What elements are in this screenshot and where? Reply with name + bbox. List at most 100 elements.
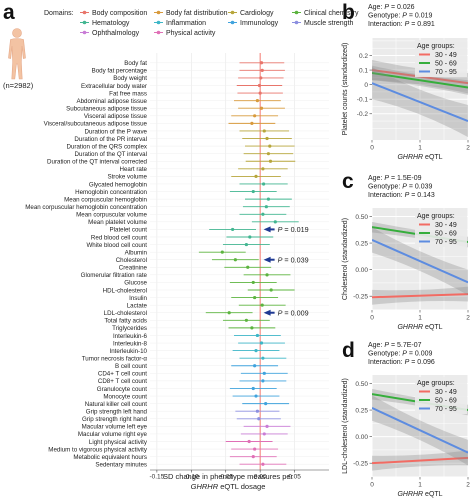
phenotype-label-grip-strength-left-hand: Grip strength left hand (86, 408, 148, 415)
forest-row-extracellular-body-water (236, 83, 283, 88)
phenotype-label-glycated-hemoglobin: Glycated hemoglobin (89, 181, 148, 188)
point-estimate-interleukin-8 (259, 341, 264, 345)
point-estimate-insulin (253, 295, 257, 300)
panel-b-letter: b (342, 1, 355, 24)
phenotype-label-duration-of-the-p-wave: Duration of the P wave (85, 128, 148, 135)
panel-c-x-tick-label: 0 (370, 315, 374, 322)
phenotype-label-body-fat: Body fat (124, 60, 147, 67)
panel-d-y-tick-label: 0.50 (355, 381, 368, 388)
point-estimate-natural-killer-cell-count (264, 402, 268, 406)
phenotype-label-stroke-volume: Stroke volume (107, 174, 147, 181)
legend-label-inflammation: Inflammation (166, 20, 206, 27)
phenotype-label-platelet-count: Platelet count (110, 227, 148, 234)
forest-row-platelet-count (209, 227, 257, 232)
forest-row-cd4-t-cell-count (240, 371, 288, 375)
point-estimate-granulocyte-count (251, 386, 255, 391)
forest-x-axis-label-line2: GHRHR eQTL dosage (191, 482, 266, 491)
panel-c-y-tick-label: 0.25 (355, 240, 368, 247)
legend-item-physical-activity: Physical activity (154, 30, 216, 37)
forest-row-visceral-subcutaneous-adipose-tissue (228, 121, 276, 125)
phenotype-label-body-weight: Body weight (113, 75, 147, 82)
panel-c-y-axis-label: Cholesterol (standardized) (342, 218, 349, 300)
forest-row-grip-strength-left-hand (235, 409, 280, 413)
point-estimate-ldl-cholesterol (227, 311, 231, 315)
point-estimate-albumin (220, 250, 224, 254)
regression-line-30-49 (372, 456, 468, 465)
point-estimate-platelet-count (231, 227, 235, 232)
forest-row-interleukin-10 (232, 349, 280, 353)
forest-row-b-cell-count (231, 364, 279, 368)
phenotype-label-body-fat-percentage: Body fat percentage (92, 68, 148, 75)
forest-row-white-blood-cell-count (222, 242, 270, 247)
annotation-platelet-count: P = 0.019 (263, 225, 309, 234)
legend-label-clinical-chemistry: Clinical chemistry (304, 10, 359, 17)
forest-row-abdominal-adipose-tissue (233, 99, 281, 103)
phenotype-label-duration-of-the-qt-interval: Duration of the QT interval (75, 151, 147, 158)
annotation-text-platelet-count: P = 0.019 (278, 225, 309, 234)
point-estimate-interleukin-6 (255, 333, 259, 338)
panel-d-legend-title: Age groups: (417, 380, 455, 387)
regression-line-30-49 (372, 293, 468, 299)
forest-row-interleukin-6 (233, 333, 281, 338)
panel-b-stat-0: Age: P = 0.026 (368, 4, 415, 11)
forest-row-total-fatty-acids (222, 318, 270, 322)
legend-label-physical-activity: Physical activity (166, 30, 216, 37)
point-estimate-total-fatty-acids (244, 318, 248, 322)
forest-row-glucose (229, 280, 277, 285)
forest-row-duration-of-the-pr-interval (242, 136, 292, 141)
legend-item-muscle-strength: Muscle strength (292, 20, 354, 27)
human-figure-icon (8, 28, 26, 80)
legend-entry-50-69: 50 - 69 (435, 61, 457, 68)
forest-row-mean-corpuscular-hemoglobin-concentration (242, 205, 290, 209)
regression-line-50-69 (372, 71, 468, 89)
legend-item-hematology: Hematology (80, 20, 130, 27)
panel-d-x-tick-label: 2 (466, 482, 470, 489)
domain-legend: Body composition Body fat distribution Car… (80, 10, 359, 37)
forest-row-ldl-cholesterol (205, 311, 253, 315)
phenotype-label-sedentary-minutes: Sedentary minutes (95, 462, 147, 469)
annotation-text-ldl-cholesterol: P = 0.009 (278, 308, 309, 317)
legend-label-muscle-strength: Muscle strength (304, 20, 354, 27)
forest-row-triglycerides (228, 326, 276, 330)
forest-row-fat-free-mass (237, 91, 283, 95)
panel-c-cholesterol-lines: c Age: P = 1.5E-09 Genotype: P = 0.039Inte… (342, 170, 470, 331)
point-estimate-macular-volume-right-eye (262, 432, 266, 436)
panel-b-y-tick-label: 0.1 (359, 67, 368, 74)
forest-x-tick-label: 0.05 (288, 474, 301, 481)
forest-row-cholesterol (211, 258, 259, 262)
panel-b-x-tick-label: 2 (466, 145, 470, 152)
phenotype-label-macular-volume-right-eye: Macular volume right eye (78, 431, 148, 438)
phenotype-label-duration-of-the-qt-interval-corrected: Duration of the QT interval corrected (47, 159, 148, 166)
phenotype-label-triglycerides: Triglycerides (112, 325, 147, 332)
point-estimate-duration-of-the-pr-interval (265, 136, 269, 141)
phenotype-label-visceral-subcutaneous-adipose-tissue: Visceral/subcutaneous adipose tissue (44, 121, 148, 128)
point-estimate-triglycerides (250, 326, 254, 330)
legend-label-ophthalmology: Ophthalmology (92, 30, 140, 37)
phenotype-label-light-physical-activity: Light physical activity (89, 439, 148, 446)
phenotype-label-tumor-necrosis-factor: Tumor necrosis factor-α (82, 355, 148, 362)
forest-row-macular-volume-right-eye (240, 432, 288, 436)
phenotype-label-natural-killer-cell-count: Natural killer cell count (85, 401, 148, 408)
annotation-arrow (263, 256, 271, 263)
forest-row-creatinine (224, 265, 272, 269)
phenotype-label-metabolic-equivalent-hours: Metabolic equivalent hours (73, 454, 147, 461)
panel-d-y-tick-label: 0.25 (355, 407, 368, 414)
legend-entry-30-49: 30 - 49 (435, 389, 457, 396)
panel-b-platelet-lines: b Age: P = 0.026 Genotype: P = 0.019Intera… (342, 1, 470, 161)
point-estimate-red-blood-cell-count (248, 235, 252, 239)
forest-x-axis: -0.15 -0.10 -0.05 0.00 0.05 (149, 469, 329, 481)
legend-item-body-composition: Body composition (80, 10, 147, 17)
panel-d-stat-0: Age: P = 5.7E-07 (368, 342, 422, 349)
panel-d-letter: d (342, 339, 355, 362)
panel-b-stat-2: Interaction: P = 0.891 (368, 21, 435, 28)
forest-row-visceral-adipose-tissue (231, 114, 279, 118)
panel-d-stat-2: Interaction: P = 0.096 (368, 359, 435, 366)
panel-b-y-axis-label: Platelet counts (standardized) (342, 43, 349, 136)
point-estimate-hdl-cholesterol (269, 288, 273, 292)
phenotype-label-total-fatty-acids: Total fatty acids (104, 318, 147, 325)
legend-item-body-fat-distribution: Body fat distribution (154, 10, 228, 17)
legend-entry-30-49: 30 - 49 (435, 52, 457, 59)
phenotype-label-heart-rate: Heart rate (119, 166, 147, 173)
